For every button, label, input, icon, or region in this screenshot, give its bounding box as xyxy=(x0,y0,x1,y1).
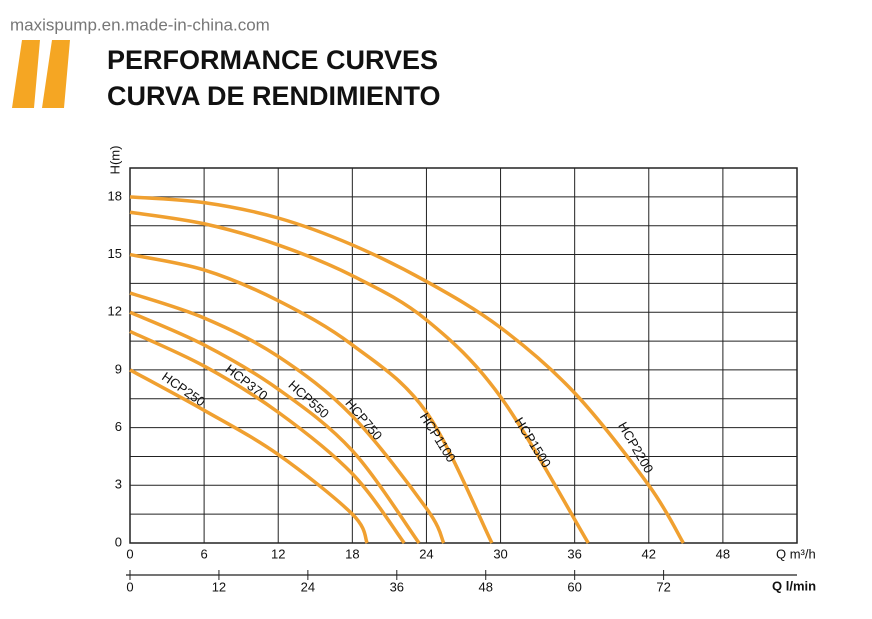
y-tick-label: 0 xyxy=(115,534,122,549)
x2-tick-label: 72 xyxy=(656,579,670,594)
curve xyxy=(129,210,590,544)
x2-axis-label: Q l/min xyxy=(772,578,816,593)
x2-tick-label: 0 xyxy=(126,579,133,594)
curve xyxy=(129,291,446,544)
x-tick-label: 6 xyxy=(200,546,207,561)
curve xyxy=(129,368,369,544)
curve xyxy=(129,310,421,545)
x-tick-label: 36 xyxy=(567,546,581,561)
x2-tick-label: 36 xyxy=(390,579,404,594)
x-tick-label: 18 xyxy=(345,546,359,561)
curve xyxy=(129,252,494,544)
x2-tick-label: 12 xyxy=(212,579,226,594)
y-tick-label: 12 xyxy=(108,304,122,319)
y-tick-label: 9 xyxy=(115,361,122,376)
y-tick-label: 15 xyxy=(108,246,122,261)
curve xyxy=(129,195,685,544)
x2-tick-label: 60 xyxy=(567,579,581,594)
x2-tick-label: 24 xyxy=(301,579,315,594)
x-axis-label: Q m³/h xyxy=(776,546,816,561)
x-tick-label: 48 xyxy=(716,546,730,561)
x-tick-label: 0 xyxy=(126,546,133,561)
chart-subtitle: CURVA DE RENDIMIENTO xyxy=(107,81,441,111)
curve-label: HCP750 xyxy=(342,396,385,443)
curve-label: HCP1500 xyxy=(512,415,555,471)
y-tick-label: 6 xyxy=(115,419,122,434)
y-tick-label: 18 xyxy=(108,188,122,203)
x2-tick-label: 48 xyxy=(478,579,492,594)
x-tick-label: 30 xyxy=(493,546,507,561)
y-axis-label: H(m) xyxy=(107,146,122,175)
x-tick-label: 42 xyxy=(642,546,656,561)
x-tick-label: 12 xyxy=(271,546,285,561)
watermark: maxispump.en.made-in-china.com xyxy=(10,15,270,34)
plot-frame xyxy=(129,167,798,544)
curve xyxy=(129,329,406,545)
quote-icon xyxy=(12,40,70,108)
chart-title: PERFORMANCE CURVES xyxy=(107,45,438,75)
y-tick-label: 3 xyxy=(115,477,122,492)
x-tick-label: 24 xyxy=(419,546,433,561)
